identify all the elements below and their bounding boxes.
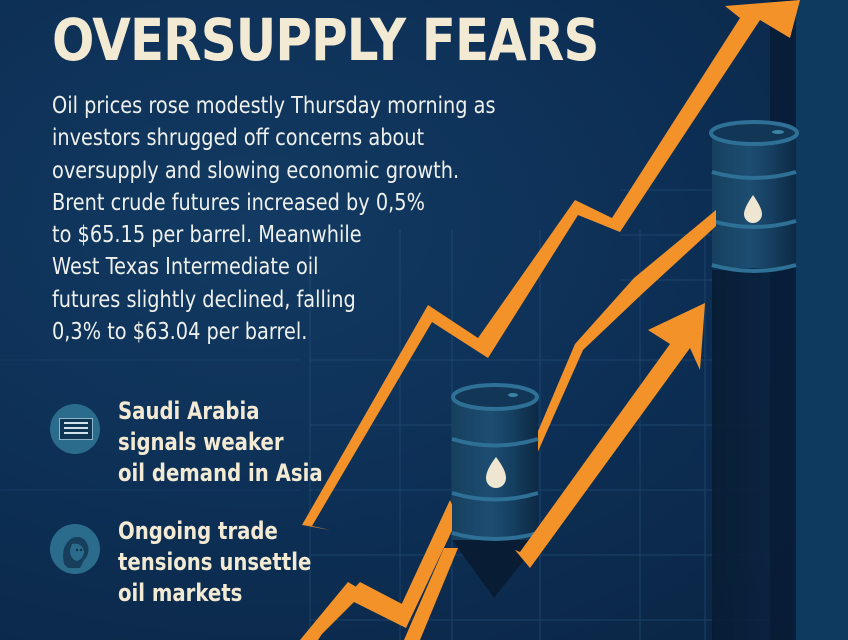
up-trend-arrow-large (302, 0, 800, 526)
lede-line: West Texas Intermediate oil (52, 254, 319, 281)
oil-drop-icon (744, 195, 762, 223)
bullet-line: Saudi Arabia (118, 397, 260, 425)
bullet-text: Saudi Arabia signals weaker oil demand i… (118, 396, 323, 489)
oil-drop-icon (486, 457, 506, 488)
lede-line: oversupply and slowing economic growth. (52, 157, 460, 184)
bullet-trade-tensions: Ongoing trade tensions unsettle oil mark… (50, 516, 354, 609)
bullet-line: Ongoing trade (118, 517, 278, 545)
lede-line: futures slightly declined, falling (52, 286, 356, 313)
lede-line: Brent crude futures increased by 0,5% (52, 189, 425, 216)
news-screen-icon (50, 404, 100, 454)
bullet-saudi-demand: Saudi Arabia signals weaker oil demand i… (50, 396, 368, 489)
bullet-line: oil markets (118, 579, 243, 607)
up-trend-arrow-small (515, 303, 705, 568)
lede-line: to $65.15 per barrel. Meanwhile (52, 222, 362, 249)
right-panel (793, 0, 848, 640)
bullet-line: tensions unsettle (118, 548, 312, 576)
oil-barrel-center (451, 383, 539, 541)
person-icon (50, 524, 100, 574)
bullet-line: signals weaker (118, 428, 284, 456)
headline: OVERSUPPLY FEARS (52, 6, 599, 74)
lede-paragraph: Oil prices rose modestly Thursday mornin… (52, 90, 496, 348)
bullet-line: oil demand in Asia (118, 459, 323, 487)
lede-line: 0,3% to $63.04 per barrel. (52, 319, 308, 346)
bullet-text: Ongoing trade tensions unsettle oil mark… (118, 516, 311, 609)
lede-line: investors shrugged off concerns about (52, 125, 425, 152)
lede-line: Oil prices rose modestly Thursday mornin… (52, 93, 496, 119)
oil-barrel-right (709, 120, 799, 273)
